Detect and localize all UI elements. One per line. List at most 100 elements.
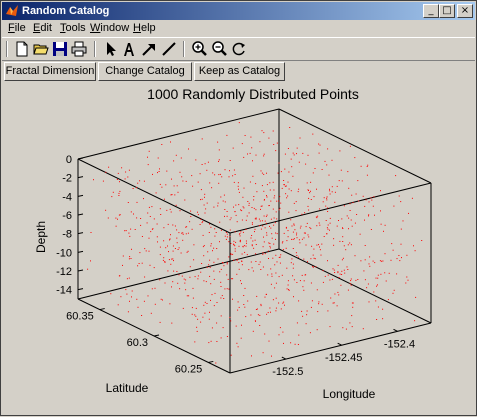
data-point: [319, 208, 320, 209]
data-point: [206, 170, 207, 171]
data-point: [266, 232, 267, 233]
data-point: [365, 259, 366, 260]
data-point: [280, 203, 281, 204]
data-point: [421, 240, 422, 241]
data-point: [130, 229, 131, 230]
data-point: [394, 290, 395, 291]
z-tick: [78, 177, 83, 178]
data-point: [239, 269, 240, 270]
data-point: [177, 185, 178, 186]
data-point: [181, 253, 182, 254]
data-point: [232, 278, 233, 279]
data-point: [311, 307, 312, 308]
data-point: [209, 319, 210, 320]
data-point: [280, 254, 281, 255]
data-point: [247, 154, 248, 155]
data-point: [366, 287, 367, 288]
data-point: [200, 219, 201, 220]
data-point: [218, 203, 219, 204]
z-tick: [78, 233, 83, 234]
data-point: [286, 248, 287, 249]
data-point: [137, 183, 138, 184]
data-point: [231, 217, 232, 218]
data-point: [330, 194, 331, 195]
data-point: [296, 201, 297, 202]
data-point: [197, 212, 198, 213]
data-point: [161, 187, 162, 188]
data-point: [273, 299, 274, 300]
data-point: [272, 276, 273, 277]
data-point: [352, 307, 353, 308]
data-point: [160, 184, 161, 185]
data-point: [320, 249, 321, 250]
data-point: [125, 178, 126, 179]
data-point: [288, 236, 289, 237]
data-point: [193, 244, 194, 245]
data-point: [230, 160, 231, 161]
data-point: [389, 273, 390, 274]
data-point: [172, 225, 173, 226]
data-point: [263, 132, 264, 133]
data-point: [324, 236, 325, 237]
data-point: [185, 227, 186, 228]
data-point: [159, 171, 160, 172]
data-point: [349, 322, 350, 323]
data-point: [239, 246, 240, 247]
data-point: [224, 288, 225, 289]
data-point: [262, 130, 263, 131]
data-point: [126, 230, 127, 231]
data-point: [117, 179, 118, 180]
data-point: [212, 250, 213, 251]
z-tick: [78, 214, 83, 215]
data-point: [236, 215, 237, 216]
z-tick-label: -12: [56, 266, 72, 278]
data-point: [326, 164, 327, 165]
data-point: [340, 285, 341, 286]
data-point: [326, 220, 327, 221]
data-point: [327, 310, 328, 311]
data-point: [321, 244, 322, 245]
data-point: [230, 253, 231, 254]
data-point: [318, 303, 319, 304]
x-tick: [394, 329, 398, 331]
data-point: [239, 307, 240, 308]
z-axis-label: Depth: [34, 221, 48, 253]
data-point: [310, 258, 311, 259]
data-point: [271, 233, 272, 234]
data-point: [267, 197, 268, 198]
data-point: [155, 288, 156, 289]
data-point: [298, 257, 299, 258]
data-point: [292, 275, 293, 276]
data-point: [250, 182, 251, 183]
data-point: [369, 263, 370, 264]
data-point: [371, 197, 372, 198]
data-point: [240, 280, 241, 281]
data-point: [285, 154, 286, 155]
data-point: [185, 279, 186, 280]
data-point: [334, 272, 335, 273]
y-tick-label: 60.3: [127, 337, 148, 349]
data-point: [246, 243, 247, 244]
data-point: [154, 218, 155, 219]
data-point: [415, 250, 416, 251]
data-point: [133, 214, 134, 215]
data-point: [195, 316, 196, 317]
data-point: [244, 252, 245, 253]
data-point: [253, 196, 254, 197]
data-point: [235, 242, 236, 243]
data-point: [339, 277, 340, 278]
data-point: [198, 182, 199, 183]
data-point: [341, 170, 342, 171]
data-point: [108, 167, 109, 168]
data-point: [282, 303, 283, 304]
data-point: [142, 263, 143, 264]
data-point: [212, 327, 213, 328]
data-point: [175, 248, 176, 249]
data-point: [162, 300, 163, 301]
data-point: [144, 277, 145, 278]
data-point: [381, 261, 382, 262]
data-point: [238, 346, 239, 347]
data-point: [144, 181, 145, 182]
data-point: [194, 341, 195, 342]
